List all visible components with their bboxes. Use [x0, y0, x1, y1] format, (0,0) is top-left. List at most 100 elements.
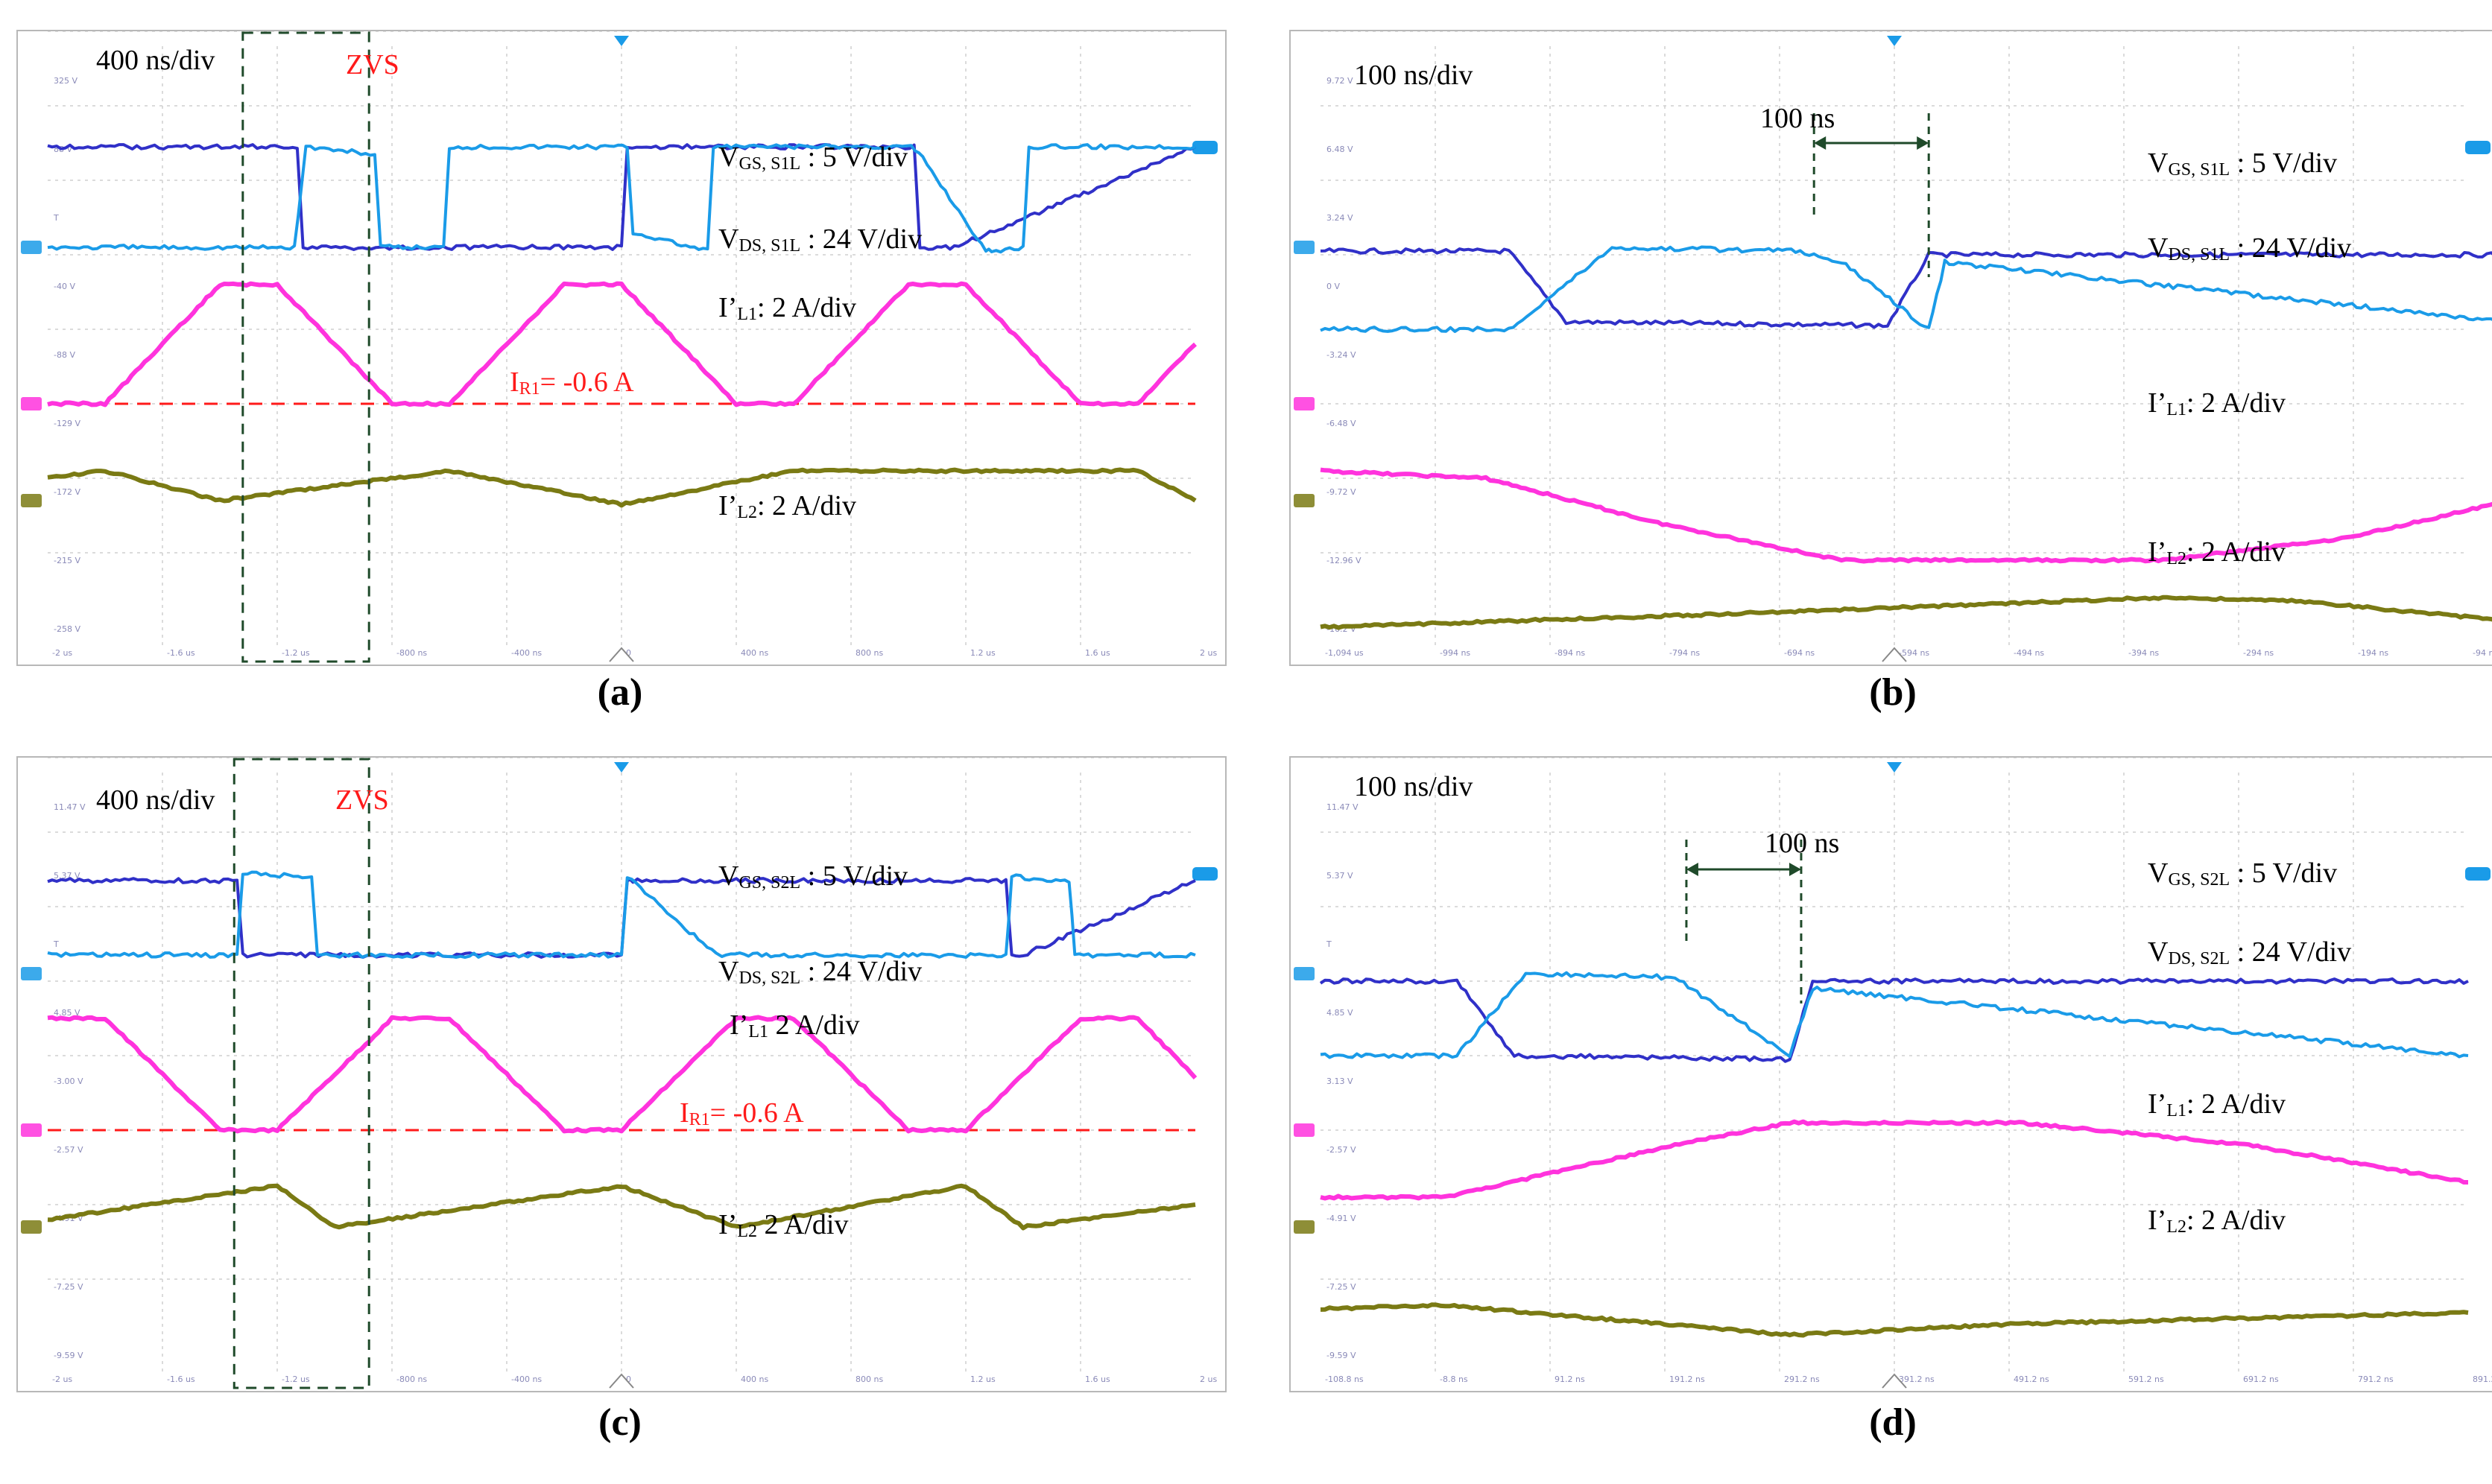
zvs-label: ZVS	[346, 49, 399, 80]
x-tick-label: 791.2 ns	[2358, 1374, 2394, 1384]
time-div-label: 100 ns/div	[1354, 60, 1473, 91]
x-tick-label: 2 us	[1200, 1374, 1217, 1384]
channel-marker	[21, 241, 42, 254]
y-tick-label: -7.25 V	[54, 1282, 83, 1292]
x-ticks: -2 us -1.6 us -1.2 us -800 ns -400 ns 0 400 ns…	[52, 1374, 1217, 1384]
scope-plot-a: 325 V88 VT-40 V-88 V-129 V-172 V-215 V-2…	[21, 31, 1218, 663]
trace-il1	[1320, 467, 2492, 564]
trigger-level-tag	[2465, 141, 2491, 154]
y-ticks: 325 V88 VT-40 V-88 V-129 V-172 V-215 V-2…	[53, 76, 80, 634]
scope-plot-d: 11.47 V 5.37 V T 4.85 V 3.13 V -2.57 V -4.91 V…	[1294, 758, 2492, 1389]
delay-arrow-right	[1917, 136, 1929, 150]
trigger-level-tag	[1192, 141, 1218, 154]
trigger-marker-top	[614, 762, 629, 773]
vds-label: VDS, S1L : 24 V/div	[718, 223, 923, 256]
trace-il1	[1320, 1119, 2468, 1201]
trace-il2	[1320, 1302, 2469, 1338]
trace-vgs	[1320, 247, 2492, 329]
trace-vgs	[47, 143, 1196, 251]
y-tick-label: -129 V	[54, 419, 80, 428]
vgs-label: VGS, S1L : 5 V/div	[2148, 148, 2338, 180]
scope-plot-b: 9.72 V 6.48 V 3.24 V 0 V -3.24 V -6.48 V -9.72…	[1294, 31, 2492, 662]
trigger-level-tag	[2465, 867, 2491, 881]
time-div-label: 100 ns/div	[1354, 771, 1473, 802]
x-tick-label: -800 ns	[396, 1374, 427, 1384]
trace-il2	[47, 467, 1197, 508]
trigger-marker-top	[614, 36, 629, 46]
caption-c: (c)	[598, 1401, 642, 1444]
x-ticks: -2 us -1.6 us -1.2 us -800 ns -400 ns 0 400 ns…	[52, 648, 1217, 658]
x-tick-label: 800 ns	[856, 648, 883, 658]
il2-label: I’L2: 2 A/div	[718, 490, 857, 522]
caption-b: (b)	[1869, 671, 1917, 714]
x-tick-label: -400 ns	[511, 648, 542, 658]
ref-current-label: IR1= -0.6 A	[510, 367, 634, 399]
x-tick-label: 491.2 ns	[2014, 1374, 2049, 1384]
time-div-label: 400 ns/div	[96, 784, 215, 816]
delay-arrow-left	[1686, 863, 1698, 876]
x-tick-label: -994 ns	[1440, 648, 1470, 658]
x-ticks: -1,094 us -994 ns -894 ns -794 ns -694 ns -59…	[1325, 648, 2492, 658]
y-tick-label: -172 V	[54, 487, 80, 497]
graticule	[1321, 31, 2468, 650]
il2-label: I’L2: 2 A/div	[2148, 1205, 2286, 1237]
y-ticks: 11.47 V 5.37 V T 4.85 V 3.13 V -2.57 V -4.91 V…	[1326, 802, 1359, 1360]
vgs-label: VGS, S2L : 5 V/div	[718, 860, 908, 892]
channel-marker	[21, 967, 42, 980]
trigger-marker-top	[1887, 36, 1902, 46]
y-tick-label: -9.59 V	[1326, 1351, 1356, 1360]
y-tick-label: -9.59 V	[54, 1351, 83, 1360]
vgs-label: VGS, S2L : 5 V/div	[2148, 857, 2338, 890]
trigger-marker-top	[1887, 762, 1902, 773]
ref-current-label: IR1= -0.6 A	[680, 1097, 804, 1129]
trigger-marker-bottom	[1882, 647, 1907, 662]
trace-vds	[1320, 971, 2469, 1059]
channel-marker	[1294, 967, 1315, 980]
x-tick-label: -794 ns	[1669, 648, 1700, 658]
scope-panel-a: 325 V 88 V T -40 V -88 V -129 V -172 V -215 V -2…	[16, 30, 1227, 666]
graticule	[48, 31, 1195, 650]
trigger-marker-bottom	[609, 1373, 634, 1389]
y-tick-label: 325 V	[54, 76, 78, 86]
trace-il1	[47, 1015, 1198, 1134]
trace-il2	[1320, 594, 2492, 630]
trigger-level-tag	[1192, 867, 1218, 881]
x-tick-label: 891.2 ns	[2473, 1374, 2492, 1384]
caption-d: (d)	[1869, 1401, 1917, 1444]
y-tick-label: 4.85 V	[54, 1008, 80, 1018]
y-tick-label: -6.48 V	[1326, 419, 1356, 428]
channel-markers	[1294, 241, 1315, 507]
channel-markers	[1294, 967, 1315, 1234]
delay-label: 100 ns	[1760, 103, 1835, 134]
y-tick-label: T	[1326, 939, 1332, 949]
channel-markers	[21, 967, 42, 1234]
trigger-marker-bottom	[1882, 1373, 1907, 1389]
il1-label: I’L1 2 A/div	[730, 1009, 860, 1041]
x-tick-label: 191.2 ns	[1669, 1374, 1705, 1384]
trace-vgs	[1319, 977, 2469, 1063]
channel-marker	[1294, 241, 1315, 254]
scope-panel-b: 9.72 V 6.48 V 3.24 V 0 V -3.24 V -6.48 V -9.72…	[1289, 30, 2492, 666]
channel-markers	[21, 241, 42, 507]
scope-plot-c: 11.47 V5.37 VT4.85 V-3.00 V-2.57 V-4.91 …	[21, 758, 1218, 1389]
il2-label: I’L2: 2 A/div	[2148, 536, 2286, 568]
x-tick-label: -1,094 us	[1325, 648, 1364, 658]
caption-a: (a)	[597, 671, 643, 714]
y-tick-label: -88 V	[54, 350, 75, 360]
channel-marker	[1294, 1123, 1315, 1137]
channel-marker	[21, 494, 42, 507]
channel-marker	[1294, 397, 1315, 410]
y-tick-label: -2.57 V	[54, 1145, 83, 1155]
il2-label: I’L2 2 A/div	[718, 1209, 849, 1241]
x-tick-label: -1.2 us	[282, 648, 310, 658]
x-tick-label: 1.6 us	[1085, 1374, 1110, 1384]
y-tick-label: -2.57 V	[1326, 1145, 1356, 1155]
y-tick-label: -3.00 V	[54, 1076, 83, 1086]
y-tick-label: -40 V	[54, 282, 75, 291]
vds-label: VDS, S2L : 24 V/div	[2148, 936, 2352, 968]
x-tick-label: 691.2 ns	[2243, 1374, 2279, 1384]
scope-panel-d: 11.47 V 5.37 V T 4.85 V 3.13 V -2.57 V -4.91 V…	[1289, 756, 2492, 1392]
scope-panel-c: 11.47 V 5.37 V T 4.85 V -3.00 V -2.57 V -4.91 …	[16, 756, 1227, 1392]
x-tick-label: -594 ns	[1899, 648, 1929, 658]
x-tick-label: -1.6 us	[167, 1374, 195, 1384]
